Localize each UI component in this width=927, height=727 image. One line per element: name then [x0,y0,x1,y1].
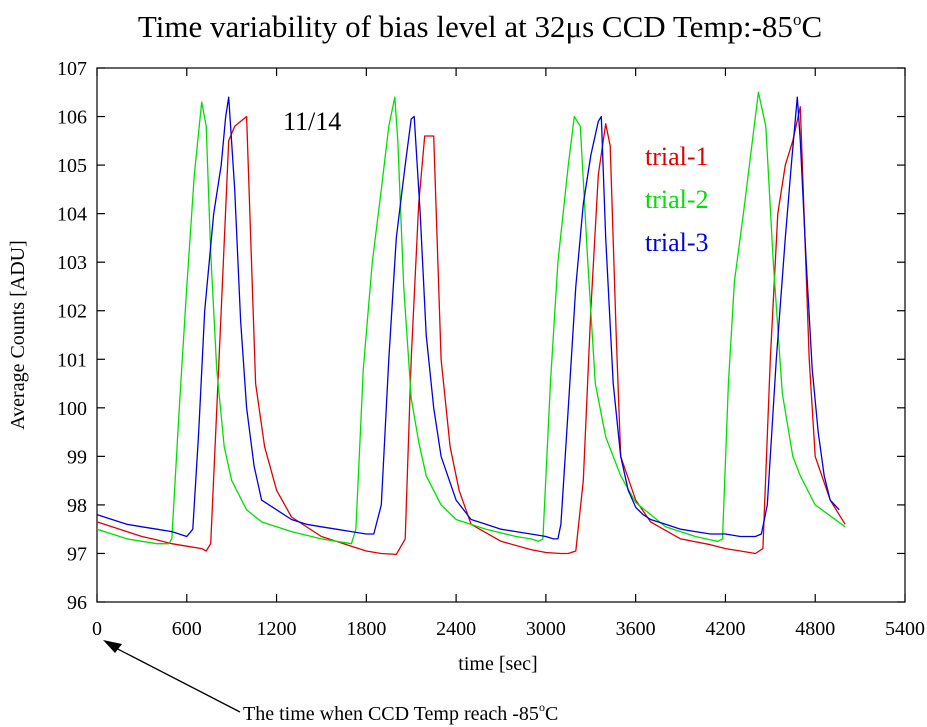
y-tick-label: 105 [57,155,87,177]
annotation-arrowhead [103,640,122,653]
y-tick-label: 100 [57,398,87,420]
annotation-note-unit: C [545,703,558,725]
y-tick-label: 102 [57,301,87,323]
series-line-trial-3 [96,96,840,540]
y-tick-label: 98 [67,495,87,517]
y-tick-label: 106 [57,107,87,129]
annotation-date: 11/14 [283,107,341,136]
legend-entry-trial-2: trial-2 [645,185,709,214]
x-tick-label: 1800 [346,618,386,640]
y-tick-label: 96 [67,592,87,614]
x-tick-label: 5400 [885,618,925,640]
y-tick-label: 99 [67,446,87,468]
x-axis-label: time [sec] [458,653,537,675]
y-tick-label: 103 [57,252,87,274]
x-tick-label: 0 [92,618,102,640]
annotation-arrow-line [107,643,241,713]
y-axis-label: Average Counts [ADU] [7,240,29,430]
annotation-note-degree: o [539,700,545,714]
y-tick-label: 97 [67,543,87,565]
plot-frame [96,67,906,603]
annotation-note: The time when CCD Temp reach -85oC [243,700,558,725]
legend-entry-trial-1: trial-1 [645,142,709,171]
legend-entry-trial-3: trial-3 [645,228,709,257]
series-group [96,91,846,556]
legend: trial-1 trial-2 trial-3 [645,142,709,257]
y-tick-label: 101 [57,349,87,371]
series-line-trial-1 [96,106,846,556]
series-line-trial-2 [96,91,846,545]
chart-title-degree: o [793,10,802,29]
x-tick-label: 4200 [705,618,745,640]
x-tick-label: 4800 [795,618,835,640]
x-tick-label: 1200 [257,618,297,640]
x-tick-label: 2400 [436,618,476,640]
x-tick-label: 3600 [616,618,656,640]
y-tick-label: 104 [57,204,87,226]
chart-title: Time variability of bias level at 32μs C… [138,9,822,44]
x-tick-label: 3000 [526,618,566,640]
y-tick-label: 107 [57,58,87,80]
x-tick-label: 600 [172,618,202,640]
axes: 0 600 1200 1800 2400 3000 3600 4200 4800 5400 96 97… [57,58,925,640]
chart-title-unit: C [801,9,822,44]
